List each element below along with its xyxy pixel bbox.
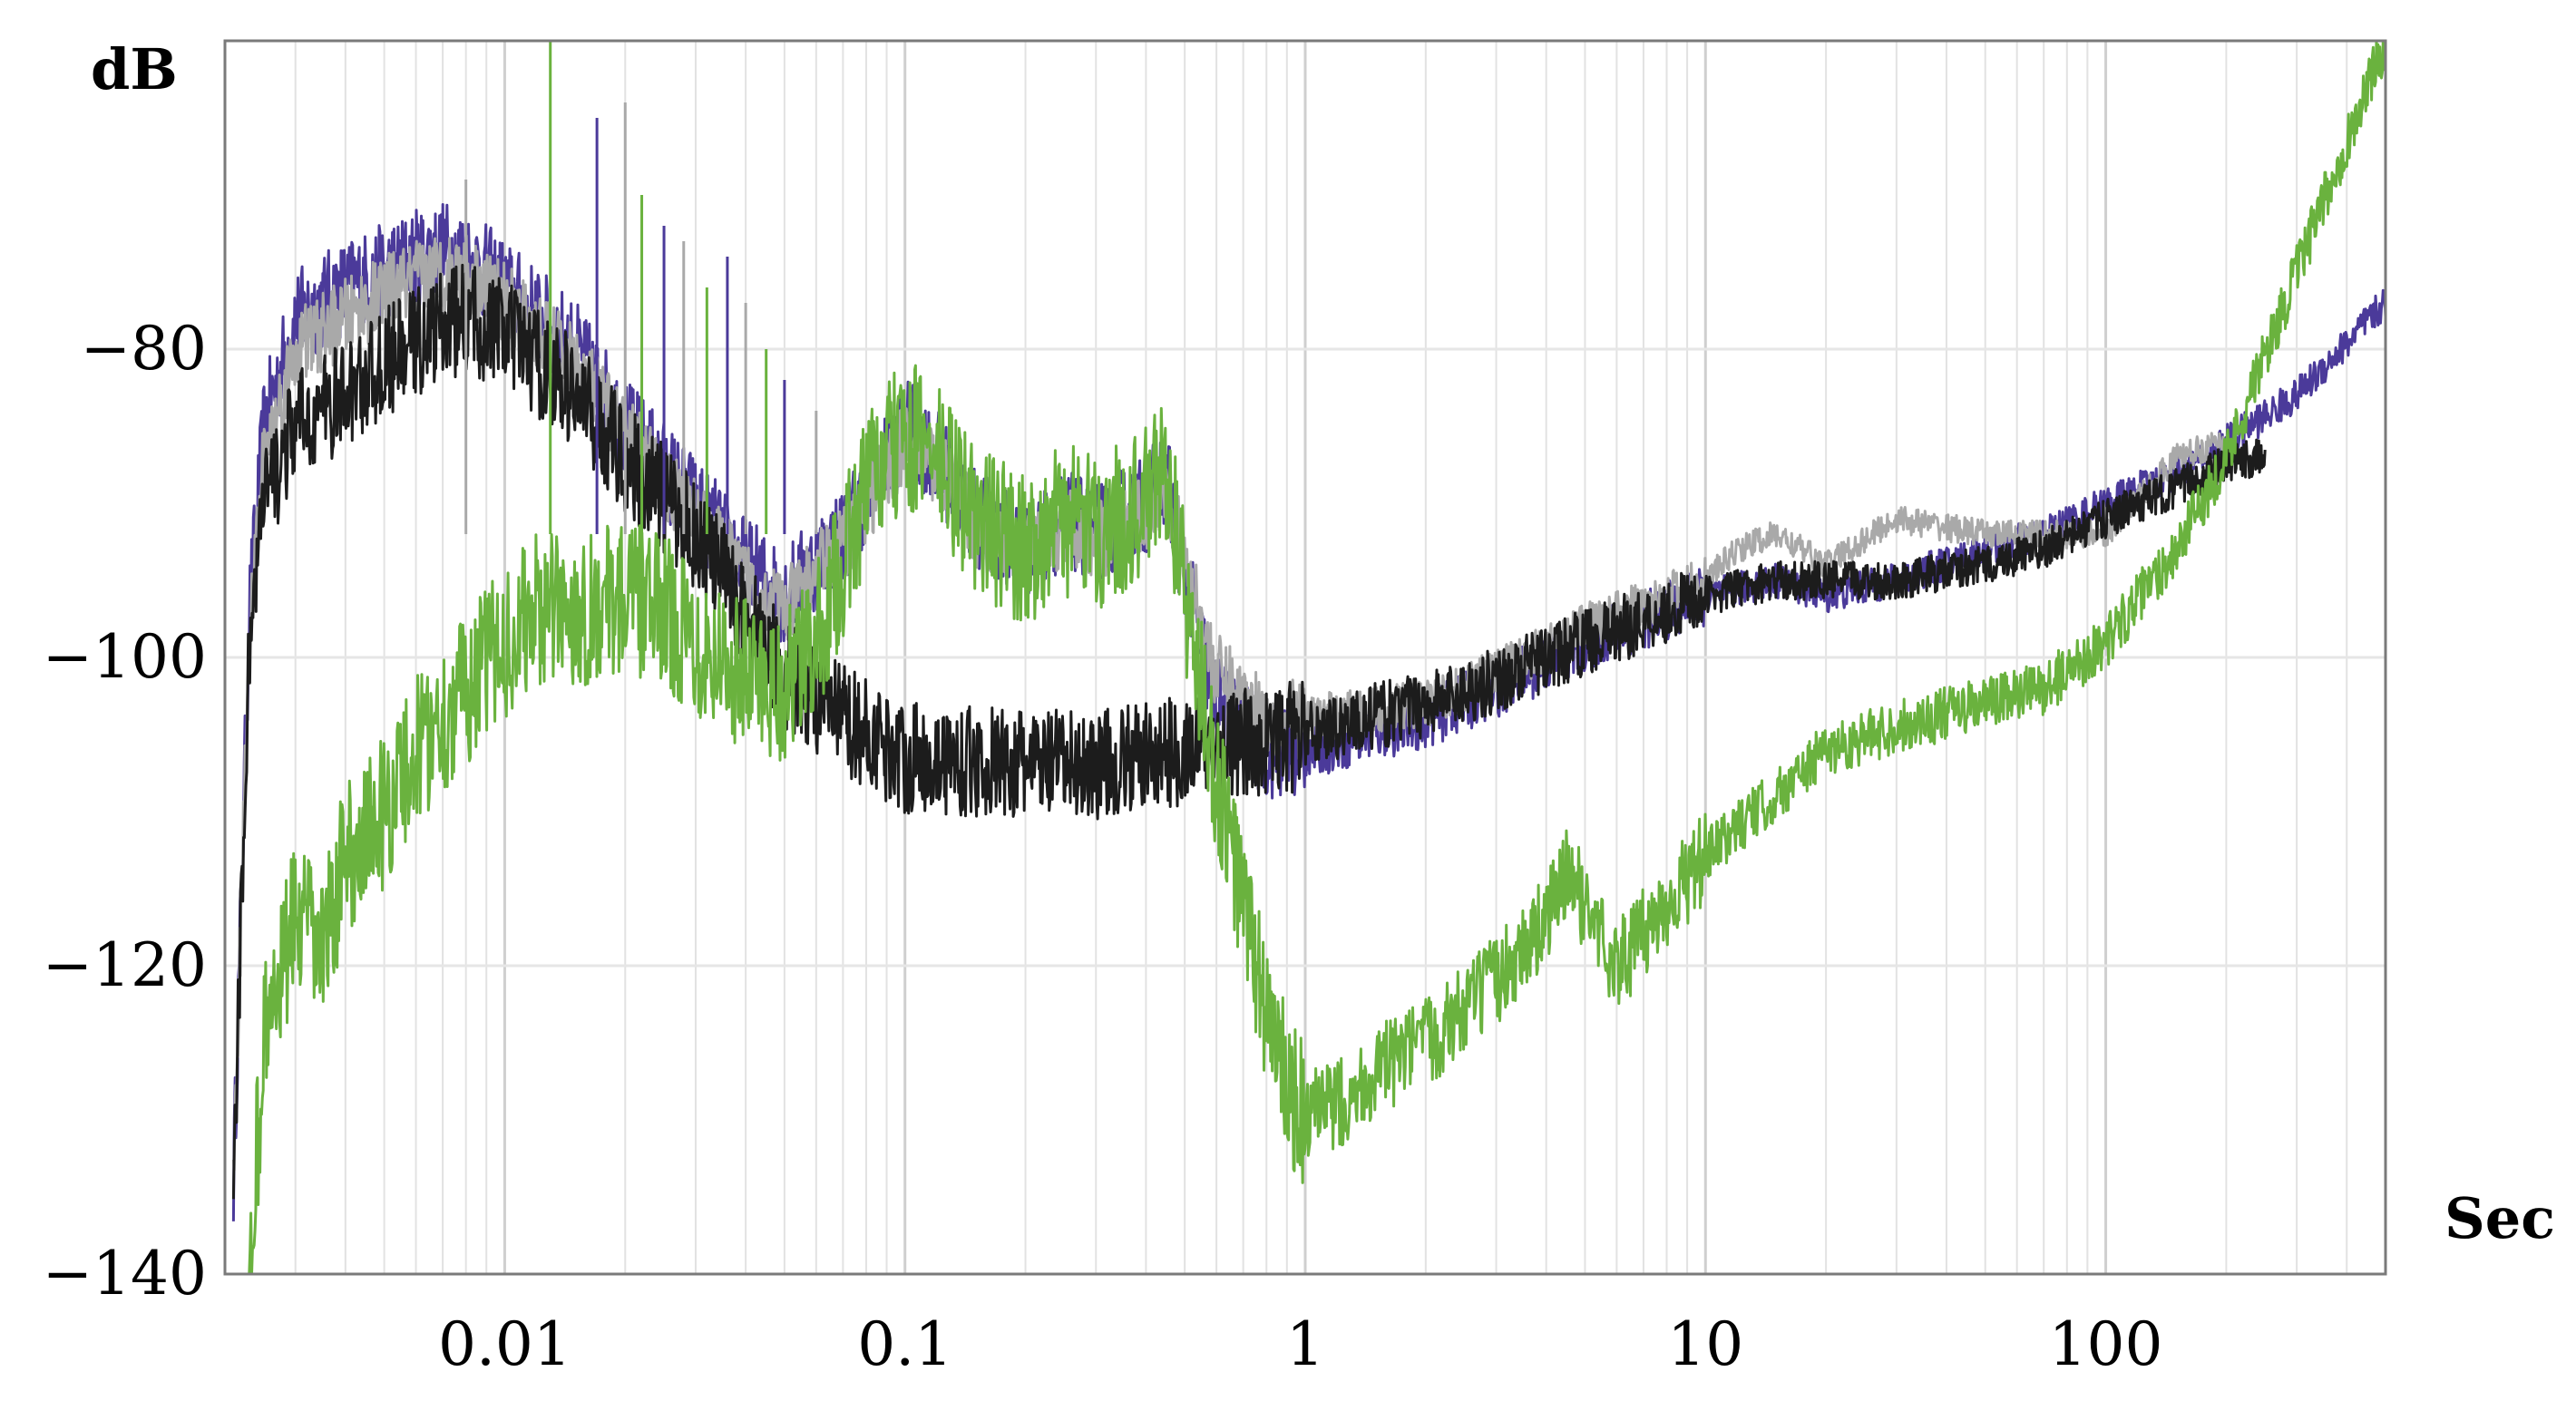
x-tick-label: 0.1 bbox=[857, 1309, 952, 1379]
x-tick-label: 100 bbox=[2049, 1309, 2163, 1379]
plot-frame bbox=[223, 39, 2387, 1276]
x-tick-label: 10 bbox=[1667, 1309, 1743, 1379]
x-tick-label: 1 bbox=[1286, 1309, 1324, 1379]
series-line-4 bbox=[248, 39, 2386, 1276]
y-tick-label: −140 bbox=[43, 1239, 207, 1309]
grid-lines bbox=[224, 41, 2386, 1274]
y-tick-label: −80 bbox=[81, 314, 207, 384]
x-axis-title: Sec bbox=[2444, 1185, 2555, 1251]
y-axis-title: dB bbox=[91, 36, 178, 102]
y-tick-label: −120 bbox=[43, 930, 207, 1000]
y-tick-label: −100 bbox=[43, 622, 207, 692]
series-line-3 bbox=[231, 263, 2267, 1200]
series-layer bbox=[231, 39, 2387, 1276]
x-tick-label: 0.01 bbox=[438, 1309, 571, 1379]
tick-labels: 0.01 0.1 1 10 100 −80 −100 −120 −140 bbox=[43, 314, 2163, 1379]
